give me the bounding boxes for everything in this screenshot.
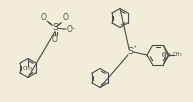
Text: O: O xyxy=(41,13,47,23)
Text: CH₃: CH₃ xyxy=(162,53,171,58)
Text: O: O xyxy=(63,13,69,23)
Text: O: O xyxy=(52,35,58,44)
Text: O⁻: O⁻ xyxy=(67,24,77,33)
Text: CH₃: CH₃ xyxy=(162,52,171,57)
Text: S: S xyxy=(127,48,133,57)
Text: CH₃: CH₃ xyxy=(173,53,183,58)
Text: CH₃: CH₃ xyxy=(23,66,33,71)
Text: ·⁺: ·⁺ xyxy=(131,46,137,52)
Text: S: S xyxy=(52,23,58,33)
